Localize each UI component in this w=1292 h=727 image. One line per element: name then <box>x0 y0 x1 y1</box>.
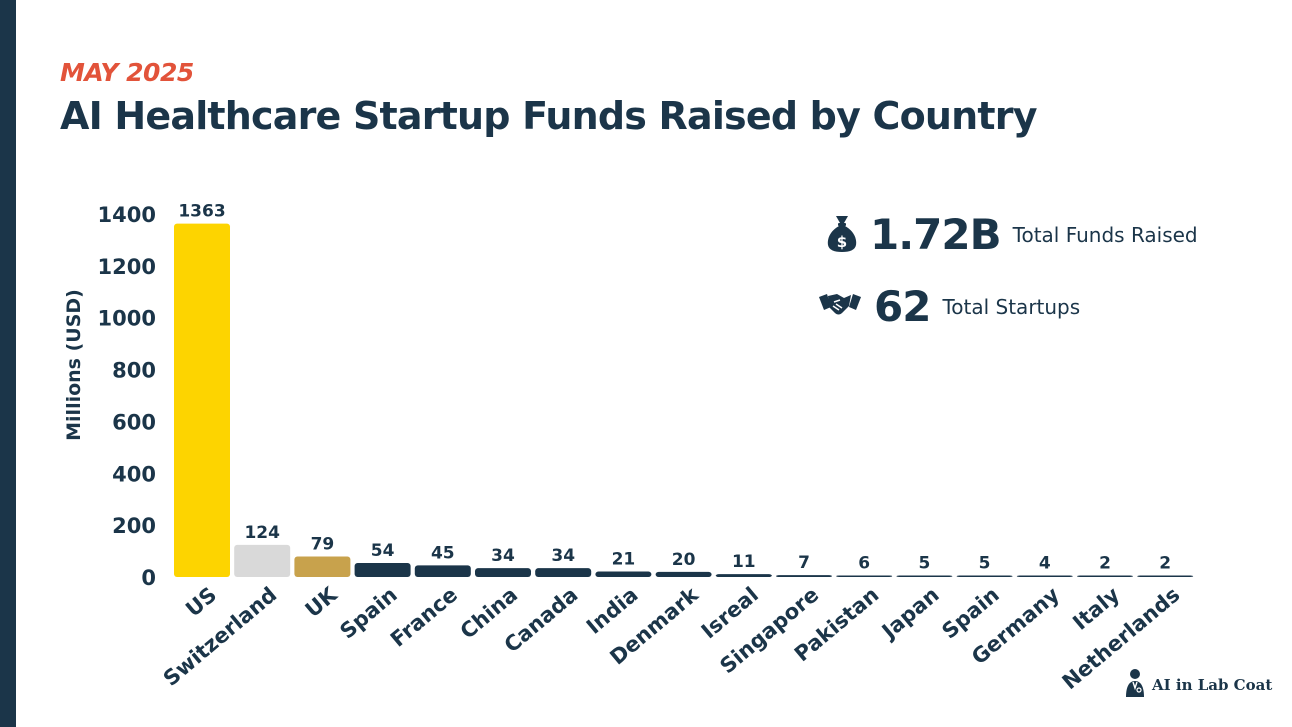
y-tick-label: 200 <box>112 514 156 538</box>
brand-name: AI in Lab Coat <box>1152 676 1273 694</box>
value-label: 21 <box>612 550 636 570</box>
value-label: 1363 <box>178 202 225 222</box>
bar-italy <box>1077 575 1133 577</box>
startups-label: Total Startups <box>942 294 1081 319</box>
bar-india <box>595 571 652 577</box>
value-label: 2 <box>1099 554 1111 574</box>
value-label: 5 <box>979 554 991 574</box>
brand-logo: AI in Lab Coat <box>1124 668 1272 702</box>
value-label: 5 <box>918 554 930 574</box>
bar-netherlands <box>1137 575 1194 577</box>
y-tick-label: 800 <box>112 359 156 383</box>
y-tick-label: 1200 <box>98 255 156 279</box>
startups-value: 62 <box>874 282 931 331</box>
date-subtitle: MAY 2025 <box>60 58 194 87</box>
side-accent-bar <box>0 0 16 727</box>
startups-stat: 62 Total Startups <box>818 282 1080 331</box>
x-tick-label: US <box>181 582 221 621</box>
y-axis-ticks: 0 200 400 600 800 1000 1200 1400 <box>98 203 156 590</box>
funds-stat: $ 1.72B Total Funds Raised <box>826 210 1198 259</box>
bar-germany <box>1016 575 1073 577</box>
y-axis-label: Millions (USD) <box>63 289 85 441</box>
value-label: 4 <box>1039 554 1051 574</box>
x-tick-label: Switzerland <box>159 582 282 690</box>
bar-uk <box>294 556 351 577</box>
y-tick-label: 400 <box>112 462 156 486</box>
funds-value: 1.72B <box>870 210 1002 259</box>
value-label: 2 <box>1159 554 1171 574</box>
svg-text:$: $ <box>837 233 847 251</box>
value-label: 7 <box>798 553 810 573</box>
y-tick-label: 1000 <box>98 307 156 331</box>
bar-spain <box>354 562 411 577</box>
page-title: AI Healthcare Startup Funds Raised by Co… <box>60 94 1037 138</box>
bar-denmark <box>655 571 712 577</box>
value-label: 6 <box>858 553 870 573</box>
bar-japan <box>896 575 953 577</box>
value-label: 34 <box>491 546 515 566</box>
bar-pakistan <box>836 575 893 577</box>
y-tick-label: 1400 <box>98 203 156 227</box>
value-label: 20 <box>672 550 696 570</box>
x-tick-label: France <box>386 582 462 651</box>
handshake-icon <box>818 289 862 325</box>
y-tick-label: 0 <box>141 566 156 590</box>
funds-label: Total Funds Raised <box>1012 222 1198 247</box>
bar-switzerland <box>234 544 291 577</box>
value-label: 45 <box>431 543 455 563</box>
money-bag-icon: $ <box>826 213 858 257</box>
doctor-logo-icon <box>1124 668 1146 702</box>
value-label: 34 <box>551 546 575 566</box>
bar-canada <box>535 568 592 577</box>
value-label: 54 <box>371 541 395 561</box>
bars <box>174 223 1194 577</box>
bar-spain <box>956 575 1013 577</box>
y-tick-label: 600 <box>112 410 156 434</box>
bar-china <box>475 568 531 577</box>
bar-isreal <box>715 574 772 577</box>
value-label: 124 <box>244 523 280 543</box>
x-tick-label: UK <box>301 582 343 622</box>
bar-france <box>414 565 471 577</box>
value-label: 79 <box>311 535 335 555</box>
bar-singapore <box>776 575 832 577</box>
value-label: 11 <box>732 552 756 572</box>
x-tick-label: Japan <box>876 582 944 644</box>
bar-us <box>174 223 230 577</box>
